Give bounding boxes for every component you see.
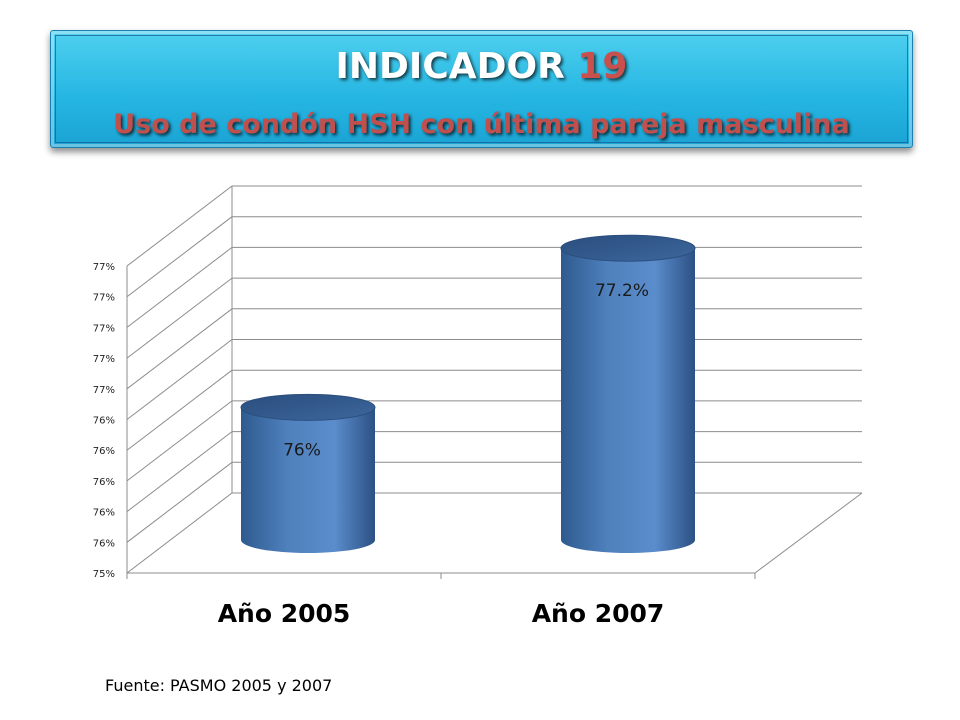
side-gridline bbox=[126, 185, 233, 267]
y-tick-label: 77% bbox=[93, 293, 115, 304]
y-tick-label: 76% bbox=[93, 538, 115, 549]
floor-right-edge bbox=[754, 492, 863, 574]
bar-cylinder-top bbox=[240, 393, 376, 421]
side-gridline bbox=[126, 216, 233, 298]
bar-cylinder-body bbox=[561, 248, 695, 553]
bar-cylinder-top bbox=[560, 234, 696, 262]
y-tick-label: 75% bbox=[93, 569, 115, 580]
title-word: INDICADOR bbox=[335, 46, 565, 87]
data-label: 77.2% bbox=[595, 281, 649, 301]
data-label: 76% bbox=[283, 440, 321, 460]
side-gridline bbox=[126, 431, 233, 512]
side-gridline bbox=[126, 277, 233, 359]
y-tick-label: 76% bbox=[93, 446, 115, 457]
source-note: Fuente: PASMO 2005 y 2007 bbox=[105, 676, 333, 695]
title-banner-frame bbox=[55, 35, 908, 143]
side-gridline bbox=[126, 339, 233, 420]
side-gridline bbox=[126, 492, 233, 574]
y-tick-label: 77% bbox=[93, 262, 115, 273]
y-tick-label: 77% bbox=[93, 385, 115, 396]
x-category-label: Año 2005 bbox=[218, 599, 351, 628]
title-number: 19 bbox=[577, 46, 628, 87]
x-category-label: Año 2007 bbox=[532, 599, 665, 628]
side-gridline bbox=[126, 369, 233, 451]
y-tick-label: 76% bbox=[93, 477, 115, 488]
page-subtitle: Uso de condón HSH con última pareja masc… bbox=[113, 109, 850, 140]
side-gridline bbox=[126, 308, 233, 390]
page-title: INDICADOR 19 bbox=[51, 45, 912, 89]
side-gridline bbox=[126, 247, 233, 328]
y-tick-label: 76% bbox=[93, 508, 115, 519]
y-tick-label: 77% bbox=[93, 323, 115, 334]
title-banner: INDICADOR 19 Uso de condón HSH con últim… bbox=[50, 30, 913, 148]
side-gridline bbox=[126, 461, 233, 543]
y-tick-label: 77% bbox=[93, 354, 115, 365]
bar-cylinder-body bbox=[241, 407, 375, 553]
side-gridline bbox=[126, 400, 233, 482]
y-tick-label: 76% bbox=[93, 416, 115, 427]
